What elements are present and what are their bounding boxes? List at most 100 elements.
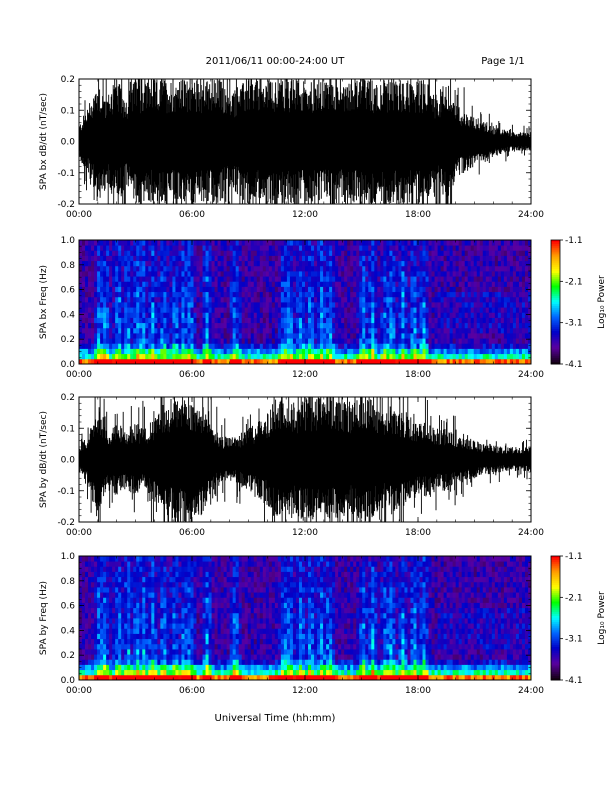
spectrogram-cell	[268, 327, 273, 334]
spectrogram-cell	[97, 302, 101, 308]
spectrogram-cell	[133, 312, 137, 318]
spectrogram-cell	[314, 333, 318, 339]
spectrogram-cell	[166, 618, 170, 624]
spectrogram-cell	[106, 333, 110, 339]
spectrogram-cell	[500, 276, 505, 282]
spectrogram-cell	[503, 286, 508, 293]
spectrogram-cell	[410, 343, 414, 349]
spectrogram-cell	[301, 276, 306, 282]
spectrogram-cell	[103, 281, 107, 287]
spectrogram-cell	[506, 302, 511, 308]
x-tick-label: 24:00	[518, 528, 544, 538]
spectrogram-cell	[431, 276, 435, 282]
spectrogram-cell	[103, 296, 107, 303]
spectrogram-cell	[79, 302, 83, 308]
spectrogram-cell	[515, 240, 520, 246]
spectrogram-cell	[199, 260, 203, 267]
spectrogram-cell	[365, 353, 369, 360]
spectrogram-cell	[142, 327, 146, 334]
spectrogram-cell	[389, 260, 393, 267]
spectrogram-cell	[94, 307, 98, 313]
spectrogram-cell	[497, 307, 502, 313]
spectrogram-cell	[416, 327, 420, 334]
spectrogram-cell	[509, 333, 514, 339]
spectrogram-cell	[353, 240, 357, 246]
spectrogram-cell	[82, 250, 86, 256]
spectrogram-cell	[163, 307, 167, 313]
spectrogram-cell	[265, 291, 270, 298]
spectrogram-cell	[389, 255, 393, 262]
spectrogram-cell	[118, 327, 122, 334]
spectrogram-cell	[148, 260, 152, 267]
spectrogram-cell	[199, 338, 203, 344]
spectrogram-cell	[172, 607, 176, 614]
spectrogram-cell	[172, 618, 176, 624]
spectrogram-cell	[166, 281, 170, 287]
spectrogram-cell	[416, 307, 420, 313]
spectrogram-cell	[232, 358, 237, 365]
spectrogram-cell	[100, 343, 104, 349]
spectrogram-cell	[362, 307, 366, 313]
spectrogram-cell	[527, 358, 532, 365]
spectrogram-cell	[193, 618, 197, 624]
spectrogram-cell	[160, 607, 164, 614]
spectrogram-cell	[268, 322, 273, 329]
spectrogram-cell	[187, 633, 191, 640]
spectrogram-cell	[377, 348, 381, 355]
waveform-path	[79, 397, 531, 522]
spectrogram-cell	[79, 343, 83, 349]
spectrogram-cell	[85, 581, 89, 588]
spectrogram-cell	[524, 333, 529, 339]
spectrogram-cell	[323, 260, 327, 267]
spectrogram-cell	[305, 286, 309, 293]
spectrogram-cell	[368, 322, 372, 329]
spectrogram-cell	[172, 581, 176, 588]
spectrogram-cell	[497, 255, 502, 262]
spectrogram-cell	[127, 623, 131, 629]
spectrogram-cell	[407, 296, 411, 303]
spectrogram-cell	[121, 338, 125, 344]
spectrogram-cell	[226, 240, 231, 246]
spectrogram-cell	[115, 327, 119, 334]
spectrogram-cell	[100, 571, 104, 578]
spectrogram-cell	[332, 276, 336, 282]
spectrogram-cell	[338, 348, 342, 355]
spectrogram-cell	[386, 322, 390, 329]
spectrogram-cell	[509, 240, 514, 246]
spectrogram-cell	[326, 348, 330, 355]
spectrogram-cell	[97, 607, 101, 614]
spectrogram-cell	[85, 338, 89, 344]
spectrogram-cell	[118, 240, 122, 246]
colorbar-tick-label: -3.1	[565, 319, 583, 329]
spectrogram-cell	[467, 276, 472, 282]
spectrogram-cell	[244, 286, 249, 293]
spectrogram-cell	[440, 286, 445, 293]
spectrogram-cell	[229, 260, 234, 267]
spectrogram-cell	[404, 307, 408, 313]
spectrogram-cell	[154, 566, 158, 572]
spectrogram-cell	[320, 281, 324, 287]
spectrogram-cell	[289, 286, 294, 293]
spectrogram-cell	[362, 327, 366, 334]
spectrogram-cell	[515, 281, 520, 287]
spectrogram-cell	[419, 255, 423, 262]
spectrogram-cell	[97, 260, 101, 267]
spectrogram-cell	[136, 333, 140, 339]
spectrogram-cell	[440, 271, 445, 277]
spectrogram-cell	[440, 260, 445, 267]
spectrogram-cell	[280, 265, 285, 272]
spectrogram-cell	[289, 338, 294, 344]
spectrogram-cell	[314, 240, 318, 246]
spectrogram-cell	[431, 260, 435, 267]
spectrogram-cell	[193, 581, 197, 588]
spectrogram-cell	[88, 291, 92, 298]
spectrogram-cell	[91, 649, 95, 655]
spectrogram-cell	[298, 353, 303, 360]
spectrogram-cell	[389, 302, 393, 308]
spectrogram-cell	[193, 623, 197, 629]
spectrogram-cell	[317, 322, 321, 329]
spectrogram-cell	[94, 245, 98, 251]
spectrogram-cell	[154, 276, 158, 282]
spectrogram-cell	[329, 317, 333, 324]
spectrogram-cell	[305, 317, 309, 324]
